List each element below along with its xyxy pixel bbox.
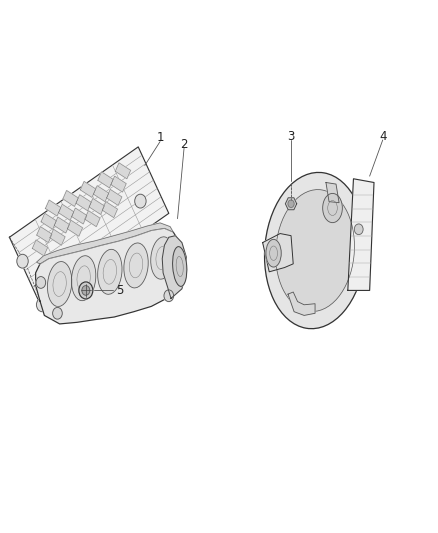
Polygon shape [32,240,48,256]
Polygon shape [81,181,95,197]
Ellipse shape [124,243,148,288]
Polygon shape [348,179,374,290]
Circle shape [82,286,90,295]
Polygon shape [288,292,315,316]
Polygon shape [93,185,109,201]
Circle shape [164,290,173,302]
Text: 3: 3 [287,130,295,143]
Polygon shape [106,189,122,205]
Polygon shape [76,195,91,211]
Circle shape [53,308,62,319]
Polygon shape [37,227,52,243]
Ellipse shape [47,262,72,306]
Ellipse shape [266,239,281,267]
Circle shape [17,254,28,268]
Polygon shape [115,163,131,179]
Polygon shape [10,147,169,304]
Circle shape [135,194,146,208]
Polygon shape [89,198,104,214]
Polygon shape [36,223,173,264]
Ellipse shape [265,173,366,329]
Circle shape [36,277,46,288]
Polygon shape [63,190,78,206]
Polygon shape [59,204,74,220]
Ellipse shape [276,190,354,311]
Ellipse shape [71,256,96,301]
Polygon shape [72,208,87,224]
Ellipse shape [173,247,187,286]
Polygon shape [102,201,117,217]
Polygon shape [326,182,339,203]
Polygon shape [263,233,293,272]
Circle shape [36,298,48,312]
Text: 2: 2 [180,138,188,151]
Polygon shape [50,229,65,245]
Polygon shape [162,236,186,298]
Ellipse shape [323,193,343,223]
Circle shape [79,282,93,299]
Polygon shape [111,176,126,192]
Text: 1: 1 [156,131,164,144]
Polygon shape [54,217,70,233]
Polygon shape [46,200,61,216]
Polygon shape [41,213,57,229]
Polygon shape [286,198,297,210]
Polygon shape [35,228,182,324]
Text: 4: 4 [379,130,386,143]
Polygon shape [85,211,100,227]
Ellipse shape [151,237,174,279]
Text: 5: 5 [117,284,124,297]
Polygon shape [67,220,82,236]
Circle shape [288,200,294,207]
Polygon shape [98,172,113,188]
Circle shape [354,224,363,235]
Ellipse shape [98,249,122,294]
